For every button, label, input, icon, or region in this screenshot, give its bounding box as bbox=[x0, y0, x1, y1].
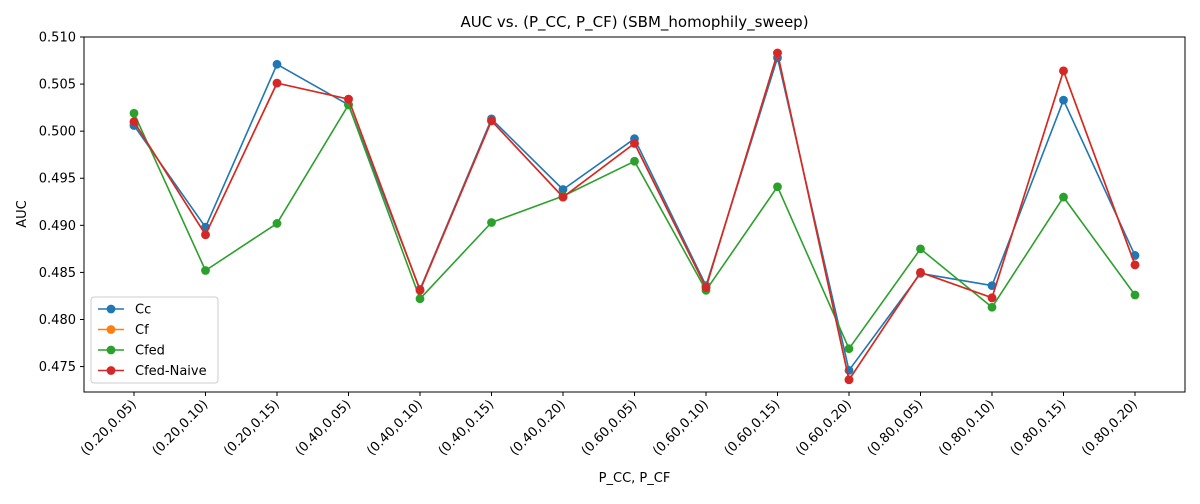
data-point-cfed-naive bbox=[415, 285, 425, 295]
data-point-cfed bbox=[916, 244, 925, 254]
legend-marker-cfed bbox=[106, 345, 116, 355]
data-point-cfed-naive bbox=[201, 230, 210, 240]
data-point-cfed bbox=[987, 302, 997, 312]
data-point-cfed-naive bbox=[844, 375, 854, 385]
data-point-cfed bbox=[201, 266, 210, 275]
legend-marker-cfed-naive bbox=[106, 366, 116, 375]
data-point-cc bbox=[272, 59, 282, 69]
data-point-cfed-naive bbox=[487, 116, 496, 126]
legend-label-cfed-naive: Cfed-Naive bbox=[135, 364, 207, 379]
data-point-cfed-naive bbox=[916, 268, 925, 277]
data-point-cfed bbox=[844, 344, 854, 354]
data-point-cfed-naive bbox=[129, 117, 139, 127]
data-point-cc bbox=[1059, 95, 1068, 105]
data-point-cfed-naive bbox=[272, 78, 282, 88]
y-tick-label: 0.475 bbox=[39, 360, 76, 375]
data-point-cfed bbox=[415, 294, 425, 304]
y-tick-label: 0.485 bbox=[39, 266, 76, 281]
series-cfed-naive bbox=[129, 48, 1140, 385]
data-point-cfed-naive bbox=[987, 293, 997, 303]
data-point-cc bbox=[987, 281, 997, 290]
legend-label-cf: Cf bbox=[135, 323, 149, 338]
data-point-cfed-naive bbox=[773, 48, 782, 58]
y-tick-label: 0.495 bbox=[39, 172, 76, 187]
chart-title: AUC vs. (P_CC, P_CF) (SBM_homophily_swee… bbox=[460, 13, 808, 32]
legend-label-cc: Cc bbox=[135, 303, 151, 318]
y-tick-label: 0.505 bbox=[39, 78, 76, 93]
y-axis-label: AUC bbox=[15, 200, 30, 228]
x-axis-label: P_CC, P_CF bbox=[599, 471, 671, 486]
series-cfed bbox=[129, 100, 1140, 354]
data-point-cfed bbox=[1059, 192, 1068, 202]
y-tick-label: 0.480 bbox=[39, 313, 76, 328]
data-point-cfed-naive bbox=[344, 94, 353, 104]
data-point-cfed-naive bbox=[630, 139, 639, 148]
data-point-cfed bbox=[1130, 290, 1140, 300]
legend: Cc Cf Cfed Cfed-Naive bbox=[90, 296, 219, 384]
y-tick-label: 0.500 bbox=[39, 125, 76, 140]
legend-marker-cf bbox=[106, 325, 116, 334]
data-point-cc bbox=[558, 185, 568, 194]
data-point-cfed bbox=[487, 218, 496, 227]
data-point-cfed-naive bbox=[701, 283, 711, 292]
legend-box bbox=[90, 296, 219, 384]
legend-marker-cc bbox=[106, 304, 116, 314]
y-tick-label: 0.510 bbox=[39, 31, 76, 46]
series-group bbox=[129, 48, 1140, 385]
y-tick-label: 0.490 bbox=[39, 219, 76, 234]
data-point-cfed-naive bbox=[1059, 66, 1068, 76]
data-point-cfed bbox=[272, 219, 282, 228]
legend-label-cfed: Cfed bbox=[135, 344, 165, 359]
data-point-cfed-naive bbox=[1130, 260, 1140, 270]
data-point-cfed bbox=[129, 108, 139, 118]
data-point-cfed-naive bbox=[558, 192, 568, 202]
data-point-cfed bbox=[630, 156, 639, 166]
data-point-cfed bbox=[773, 182, 782, 192]
